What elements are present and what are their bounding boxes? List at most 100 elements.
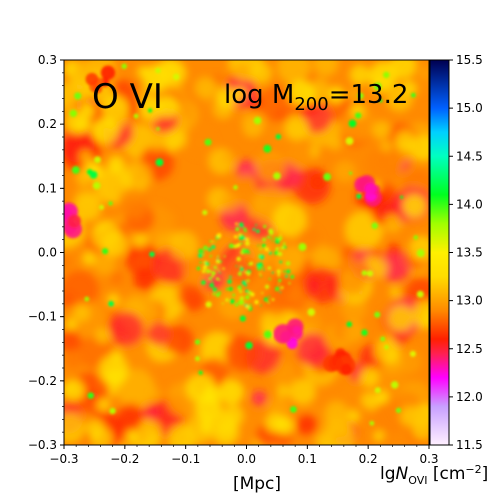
field-blob (334, 160, 356, 183)
field-speck (155, 158, 164, 167)
field-speck (262, 268, 265, 271)
field-blob (93, 252, 116, 276)
field-blob (276, 384, 290, 399)
field-blob (126, 430, 138, 441)
field-speck (201, 269, 206, 274)
field-speck (349, 171, 353, 175)
field-blob (328, 136, 342, 151)
field-speck (233, 185, 238, 190)
field-speck (249, 261, 254, 266)
field-speck (274, 236, 278, 240)
field-blob (164, 325, 194, 355)
field-speck (266, 235, 270, 239)
x-axis: −0.3 −0.2 −0.1 0.0 0.1 0.2 0.3 (49, 445, 439, 466)
field-speck (279, 260, 283, 264)
field-speck (271, 240, 274, 242)
field-clump (292, 326, 302, 335)
field-blob (117, 402, 145, 430)
field-speck (416, 249, 425, 258)
field-blob (270, 360, 297, 387)
field-speck (238, 299, 245, 306)
field-speck (202, 209, 208, 216)
field-speck (237, 271, 242, 276)
field-blob (224, 334, 261, 371)
field-blob (110, 271, 124, 285)
field-speck (361, 329, 368, 336)
field-blob (287, 80, 315, 107)
field-speck (280, 246, 284, 250)
field-speck (69, 109, 77, 118)
field-speck (268, 251, 272, 255)
field-speck (410, 92, 416, 98)
colorbar-tick-label: 15.0 (456, 101, 483, 115)
field-speck (288, 282, 291, 285)
field-blob (275, 245, 306, 276)
field-blob (365, 145, 403, 183)
field-speck (249, 304, 252, 307)
field-speck (239, 265, 242, 268)
field-blob (389, 286, 400, 297)
field-speck (221, 302, 224, 305)
field-blob (346, 409, 361, 423)
field-speck (245, 241, 250, 246)
field-blob (64, 318, 77, 331)
field-speck (278, 236, 283, 241)
field-speck (241, 225, 244, 228)
field-speck (263, 297, 268, 302)
field-speck (275, 133, 282, 140)
colorbar-tick-label: 15.5 (456, 53, 483, 67)
field-blob (238, 173, 256, 191)
field-blob (143, 404, 160, 421)
field-speck (234, 303, 239, 307)
field-speck (196, 266, 201, 271)
field-blob (372, 120, 392, 140)
field-speck (369, 420, 375, 426)
field-speck (290, 275, 295, 279)
colorbar: 11.5 12.0 12.5 13.0 13.5 14.0 14.5 15.0 15.5 (429, 53, 483, 452)
field-blob (109, 311, 145, 347)
field-speck (219, 260, 222, 263)
field-speck (259, 247, 262, 251)
field-speck (235, 226, 240, 232)
field-blob (126, 242, 160, 277)
field-blob (249, 61, 272, 85)
field-blob (373, 430, 385, 442)
field-speck (278, 278, 282, 283)
field-blob (263, 288, 290, 316)
field-speck (390, 381, 399, 389)
field-blob (64, 412, 85, 443)
field-speck (245, 341, 253, 350)
mass-annotation: log M200=13.2 (224, 80, 408, 115)
field-speck (356, 193, 362, 199)
field-speck (348, 119, 357, 128)
field-speck (261, 265, 264, 268)
field-speck (275, 239, 280, 244)
field-speck (223, 255, 226, 258)
field-speck (345, 137, 354, 146)
field-blob (258, 85, 296, 123)
field-speck (198, 253, 203, 258)
field-speck (290, 406, 297, 413)
field-speck (239, 290, 243, 294)
field-blob (167, 424, 197, 445)
field-speck (413, 235, 418, 240)
field-blob (99, 354, 129, 385)
field-speck (380, 336, 386, 342)
field-speck (282, 242, 286, 245)
field-speck (218, 271, 221, 274)
field-blob (137, 65, 149, 77)
field-speck (361, 270, 368, 276)
field-speck (102, 248, 109, 255)
y-tick-label: 0.0 (38, 246, 57, 260)
field-speck (275, 287, 279, 292)
y-axis: −0.3 −0.2 −0.1 0.0 0.1 0.2 0.3 (28, 53, 64, 452)
field-speck (276, 269, 281, 274)
field-speck (213, 265, 217, 270)
x-tick-label: 0.2 (359, 452, 378, 466)
field-speck (228, 286, 233, 291)
field-speck (211, 274, 214, 278)
field-blob (64, 255, 72, 269)
field-blob (218, 379, 245, 405)
field-speck (254, 300, 259, 305)
colorbar-tick-label: 14.5 (456, 149, 483, 163)
